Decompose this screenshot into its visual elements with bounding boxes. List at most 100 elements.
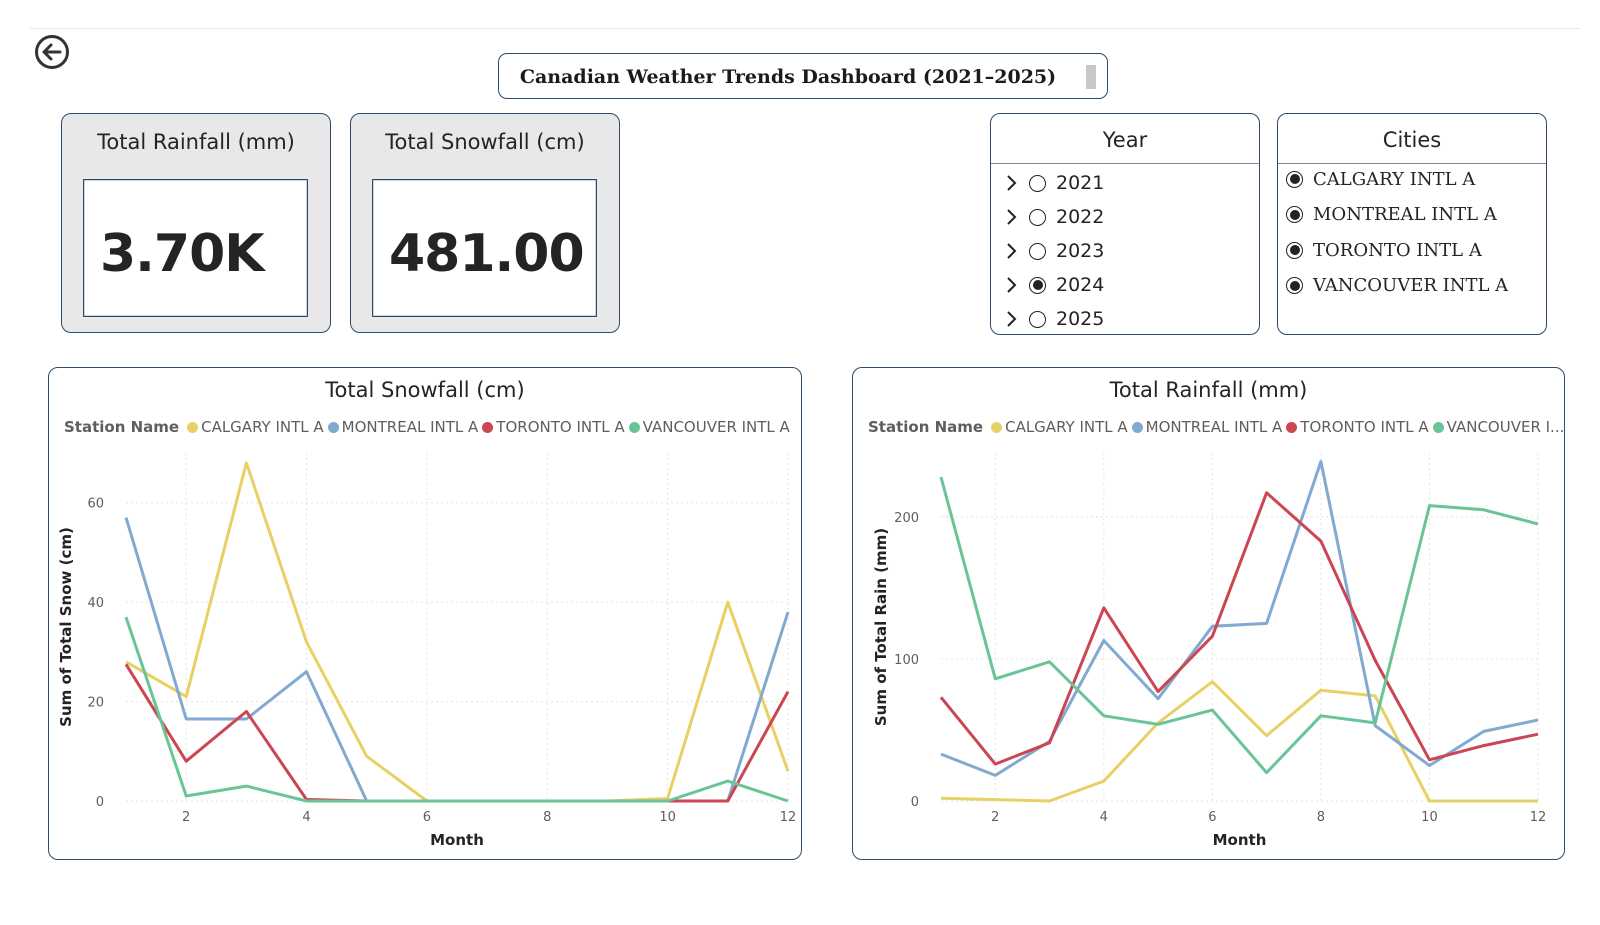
radio-button[interactable] — [1286, 170, 1303, 188]
legend-label: MONTREAL INTL A — [341, 418, 479, 436]
year-slicer-item-1[interactable]: 2022 — [991, 202, 1104, 232]
snowfall-card-value-box: 481.00 — [372, 179, 597, 317]
x-tick-label: 10 — [659, 810, 676, 825]
chevron-right-icon[interactable] — [1001, 242, 1023, 260]
radio-button[interactable] — [1029, 208, 1046, 226]
legend-label: VANCOUVER I... — [1446, 418, 1565, 436]
legend-label: VANCOUVER INTL A — [642, 418, 790, 436]
legend-label: TORONTO INTL A — [496, 418, 625, 436]
legend-swatch — [1286, 421, 1298, 433]
legend-swatch — [628, 421, 640, 433]
radio-button[interactable] — [1286, 206, 1303, 223]
legend-item-vancouver[interactable]: VANCOUVER INTL A — [628, 418, 790, 436]
year-slicer-item-label: 2021 — [1056, 172, 1105, 194]
x-tick-label: 2 — [182, 810, 190, 825]
radio-button[interactable] — [1029, 242, 1046, 260]
year-slicer-item-label: 2025 — [1056, 308, 1105, 330]
year-slicer-title: Year — [1102, 128, 1148, 152]
legend-item-toronto[interactable]: TORONTO INTL A — [1286, 418, 1429, 436]
chevron-right-icon[interactable] — [1001, 276, 1023, 294]
snowfall-chart-title: Total Snowfall (cm) — [325, 378, 525, 402]
year-slicer-divider — [991, 163, 1259, 164]
city-slicer-title: Cities — [1382, 128, 1442, 152]
x-tick-label: 12 — [1530, 810, 1547, 825]
y-tick-label: 100 — [894, 653, 919, 668]
legend-swatch — [1131, 421, 1143, 433]
y-tick-label: 20 — [87, 696, 104, 711]
series-line-toronto-intl-a[interactable] — [939, 491, 1539, 766]
snowfall-card: Total Snowfall (cm) 481.00 — [350, 113, 620, 333]
legend-item-calgary[interactable]: CALGARY INTL A — [991, 418, 1128, 436]
radio-button[interactable] — [1286, 277, 1303, 294]
series-line-montreal-intl-a[interactable] — [940, 460, 1539, 777]
x-tick-label: 12 — [780, 810, 797, 825]
radio-button[interactable] — [1286, 241, 1303, 259]
rainfall-card-title: Total Rainfall (mm) — [97, 130, 295, 154]
legend-swatch — [187, 421, 199, 433]
radio-button[interactable] — [1029, 276, 1046, 294]
year-slicer-item-4[interactable]: 2025 — [991, 304, 1104, 334]
city-slicer-item-label: VANCOUVER INTL A — [1313, 275, 1509, 296]
legend-item-montreal[interactable]: MONTREAL INTL A — [1131, 418, 1282, 436]
chevron-right-icon[interactable] — [1001, 208, 1023, 226]
year-slicer-item-2[interactable]: 2023 — [991, 236, 1104, 266]
title-scrollbar[interactable] — [1086, 65, 1096, 89]
snowfall-card-title: Total Snowfall (cm) — [385, 130, 585, 154]
city-slicer-divider — [1278, 163, 1546, 164]
legend-item-toronto[interactable]: TORONTO INTL A — [482, 418, 625, 436]
legend-item-montreal[interactable]: MONTREAL INTL A — [327, 418, 479, 436]
legend-label: CALGARY INTL A — [1005, 418, 1128, 436]
y-tick-label: 0 — [96, 795, 104, 810]
legend-item-vancouver[interactable]: VANCOUVER I... — [1432, 418, 1565, 436]
y-axis-label: Sum of Total Rain (mm) — [872, 528, 890, 726]
rainfall-card-value-box: 3.70K — [83, 179, 308, 317]
y-tick-label: 60 — [87, 497, 104, 512]
legend-swatch — [991, 421, 1003, 433]
city-slicer-item-label: TORONTO INTL A — [1313, 239, 1482, 261]
back-button[interactable] — [34, 34, 70, 70]
x-tick-label: 10 — [1421, 810, 1438, 825]
year-slicer-item-3[interactable]: 2024 — [991, 270, 1104, 300]
series-line-calgary-intl-a[interactable] — [125, 461, 790, 803]
legend-label: CALGARY INTL A — [201, 418, 324, 436]
city-slicer-item-3[interactable]: VANCOUVER INTL A — [1278, 271, 1508, 301]
year-slicer-item-0[interactable]: 2021 — [991, 168, 1104, 198]
y-tick-label: 200 — [894, 511, 919, 526]
series-line-vancouver-intl-a[interactable] — [124, 616, 789, 803]
rainfall-card-value: 3.70K — [100, 224, 265, 284]
radio-button[interactable] — [1029, 174, 1046, 192]
rainfall-chart-legend: Station Name CALGARY INTL A MONTREAL INT… — [868, 418, 1568, 436]
arrow-left-circle-icon — [35, 35, 69, 69]
city-slicer-item-label: CALGARY INTL A — [1313, 168, 1476, 190]
x-tick-label: 6 — [423, 810, 431, 825]
chevron-right-icon[interactable] — [1001, 310, 1023, 328]
snowfall-chart-plot: 2 4 6 8 10 12 0 20 40 60 Month Sum of Total Snow (c… — [57, 453, 797, 849]
city-slicer-item-1[interactable]: MONTREAL INTL A — [1278, 200, 1497, 230]
x-axis-label: Month — [430, 831, 484, 849]
legend-item-calgary[interactable]: CALGARY INTL A — [187, 418, 324, 436]
x-tick-label: 4 — [1100, 810, 1108, 825]
x-tick-label: 8 — [1317, 810, 1325, 825]
legend-swatch — [327, 421, 339, 433]
dashboard-title: Canadian Weather Trends Dashboard (2021–… — [519, 66, 1057, 88]
series-line-calgary-intl-a[interactable] — [940, 680, 1538, 803]
snowfall-chart-legend: Station Name CALGARY INTL A MONTREAL INT… — [64, 418, 794, 436]
snowfall-chart: Total Snowfall (cm) Station Name CALGARY… — [48, 367, 802, 860]
radio-button[interactable] — [1029, 310, 1046, 328]
series-line-montreal-intl-a[interactable] — [124, 517, 790, 803]
year-slicer: Year 2021 2022 2023 2024 2025 — [990, 113, 1260, 335]
y-axis-label: Sum of Total Snow (cm) — [57, 527, 75, 727]
city-slicer-item-0[interactable]: CALGARY INTL A — [1278, 164, 1475, 194]
year-slicer-item-label: 2022 — [1056, 206, 1105, 228]
series-line-vancouver-intl-a[interactable] — [939, 476, 1539, 775]
x-tick-label: 6 — [1208, 810, 1216, 825]
x-axis-label: Month — [1213, 831, 1267, 849]
city-slicer: Cities CALGARY INTL A MONTREAL INTL A TORO… — [1277, 113, 1547, 335]
x-tick-label: 4 — [302, 810, 310, 825]
city-slicer-item-label: MONTREAL INTL A — [1313, 204, 1497, 225]
rainfall-chart-plot: 2 4 6 8 10 12 0 100 200 Month Sum of Total Rain (m… — [872, 453, 1547, 849]
top-divider — [30, 28, 1580, 29]
legend-title: Station Name — [64, 418, 180, 436]
city-slicer-item-2[interactable]: TORONTO INTL A — [1278, 235, 1482, 265]
chevron-right-icon[interactable] — [1001, 174, 1023, 192]
